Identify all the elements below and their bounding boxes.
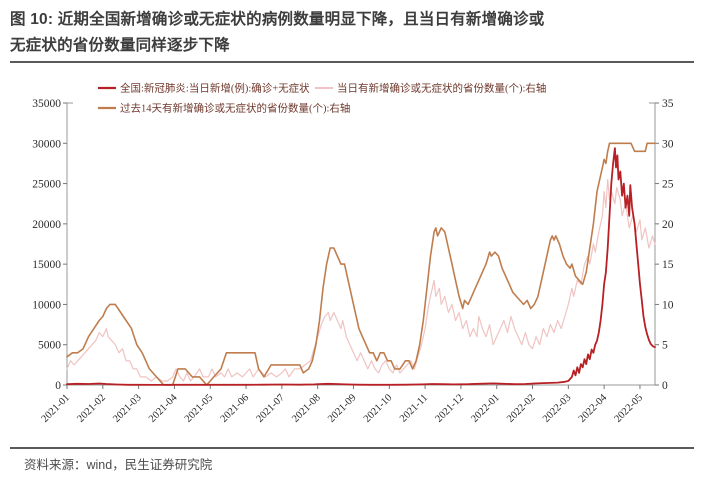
legend-label-provinces-14d: 过去14天有新增确诊或无症状的省份数量(个):右轴 xyxy=(120,102,350,115)
x-tick-label: 2022-03 xyxy=(541,392,574,425)
x-tick-label: 2022-04 xyxy=(577,392,610,425)
y-right-tick-label: 10 xyxy=(662,299,674,311)
y-left-tick-label: 35000 xyxy=(32,98,61,110)
y-right-tick-label: 25 xyxy=(662,179,674,191)
y-right-tick-label: 0 xyxy=(662,380,668,392)
line-chart: 全国:新冠肺炎:当日新增(例):确诊+无症状 当日有新增确诊或无症状的省份数量(… xyxy=(32,82,674,425)
figure-title: 图 10: 近期全国新增确诊或无症状的病例数量明显下降，且当日有新增确诊或 无症… xyxy=(10,7,694,59)
y-left-tick-label: 20000 xyxy=(32,219,61,231)
x-tick-label: 2021-02 xyxy=(75,392,108,425)
y-right-tick-label: 35 xyxy=(662,98,674,110)
legend-label-national-cases: 全国:新冠肺炎:当日新增(例):确诊+无症状 xyxy=(120,82,310,95)
y-right-tick-label: 5 xyxy=(662,340,668,352)
series-line-2 xyxy=(66,142,656,386)
series-line-1 xyxy=(66,178,656,382)
x-tick-label: 2021-11 xyxy=(398,392,430,424)
y-right-tick-label: 30 xyxy=(662,138,674,150)
figure-title-line2: 无症状的省份数量同样逐步下降 xyxy=(10,37,230,54)
chart-legend: 全国:新冠肺炎:当日新增(例):确诊+无症状 当日有新增确诊或无症状的省份数量(… xyxy=(98,82,546,115)
y-right-tick-label: 20 xyxy=(662,219,674,231)
x-tick-label: 2021-06 xyxy=(219,392,252,425)
y-left-tick-label: 15000 xyxy=(32,259,61,271)
y-left-tick-label: 10000 xyxy=(32,299,61,311)
source-divider xyxy=(10,447,694,449)
x-tick-label: 2021-09 xyxy=(326,392,359,425)
source-note: 资料来源：wind，民生证券研究院 xyxy=(24,458,213,472)
x-tick-label: 2021-08 xyxy=(290,392,323,425)
x-tick-label: 2021-12 xyxy=(434,392,467,425)
y-left-tick-label: 30000 xyxy=(32,138,61,150)
x-tick-label: 2021-04 xyxy=(147,392,180,425)
title-divider xyxy=(10,61,694,63)
plot-generated: 0 5000 10000 15000 20000 25000 30000 35000 0 5 10 1… xyxy=(32,98,674,425)
x-tick-label: 2022-02 xyxy=(505,392,538,425)
series-line-0 xyxy=(66,147,656,386)
figure-title-line1: 图 10: 近期全国新增确诊或无症状的病例数量明显下降，且当日有新增确诊或 xyxy=(10,11,545,28)
legend-label-provinces-daily: 当日有新增确诊或无症状的省份数量(个):右轴 xyxy=(337,82,546,95)
y-right-tick-label: 15 xyxy=(662,259,674,271)
y-left-tick-label: 25000 xyxy=(32,179,61,191)
x-tick-label: 2021-05 xyxy=(183,392,216,425)
x-tick-label: 2021-03 xyxy=(111,392,144,425)
x-tick-label: 2021-10 xyxy=(362,392,395,425)
y-left-tick-label: 5000 xyxy=(38,340,61,352)
x-tick-label: 2021-07 xyxy=(254,392,287,425)
x-tick-label: 2022-01 xyxy=(469,392,502,425)
y-left-tick-label: 0 xyxy=(55,380,61,392)
x-tick-label: 2022-05 xyxy=(613,392,646,425)
x-tick-label: 2021-01 xyxy=(40,392,73,425)
chart-area: 全国:新冠肺炎:当日新增(例):确诊+无症状 当日有新增确诊或无症状的省份数量(… xyxy=(0,70,702,442)
